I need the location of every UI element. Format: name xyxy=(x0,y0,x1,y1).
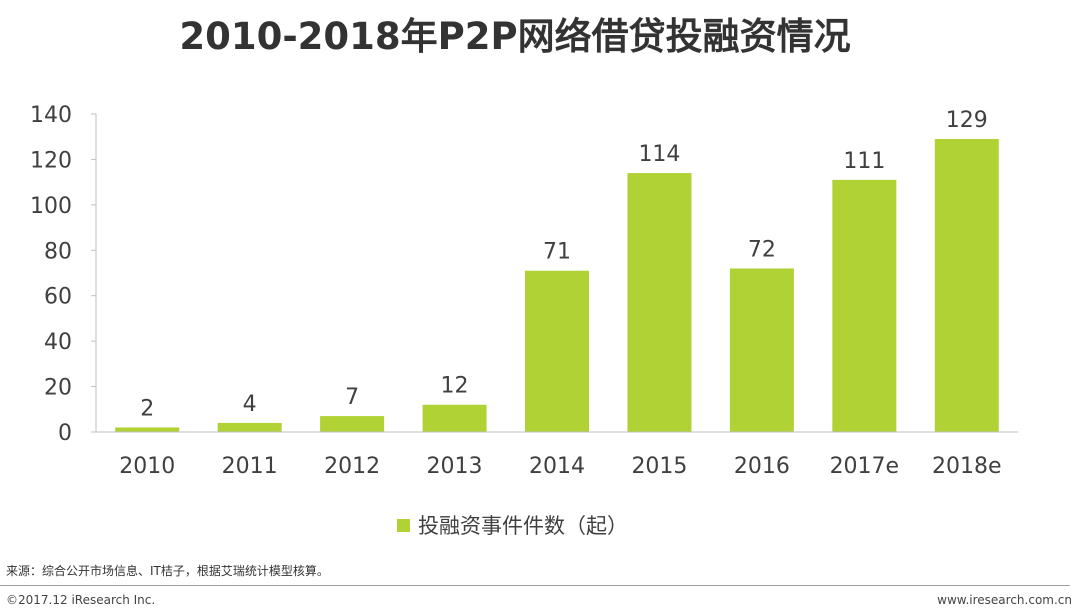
data-label: 129 xyxy=(946,108,988,133)
bar xyxy=(729,268,794,432)
bar xyxy=(320,416,385,432)
bar xyxy=(115,427,180,432)
y-tick-label: 20 xyxy=(44,376,72,401)
website-link[interactable]: www.iresearch.com.cn xyxy=(937,593,1072,607)
legend: 投融资事件件数（起） xyxy=(397,510,628,540)
data-label: 114 xyxy=(638,142,680,167)
data-label: 111 xyxy=(843,149,885,174)
x-tick-label: 2014 xyxy=(529,454,585,479)
x-tick-label: 2018e xyxy=(932,454,1002,479)
bar xyxy=(934,138,999,432)
legend-swatch xyxy=(397,518,410,532)
x-tick-label: 2013 xyxy=(427,454,483,479)
y-tick-label: 0 xyxy=(58,421,72,446)
data-label: 72 xyxy=(748,237,776,262)
data-label: 4 xyxy=(243,392,257,417)
data-label: 7 xyxy=(345,385,359,410)
chart-title: 2010-2018年P2P网络借贷投融资情况 xyxy=(179,15,851,58)
copyright-text: ©2017.12 iResearch Inc. xyxy=(6,593,156,607)
y-tick-label: 60 xyxy=(44,285,72,310)
y-tick-label: 120 xyxy=(30,148,72,173)
bar xyxy=(832,179,897,432)
data-label: 71 xyxy=(543,240,571,265)
x-tick-label: 2017e xyxy=(830,454,900,479)
x-tick-label: 2012 xyxy=(324,454,380,479)
footer-divider xyxy=(0,585,1070,586)
bar xyxy=(525,270,589,432)
data-label: 12 xyxy=(441,374,469,399)
x-tick-label: 2011 xyxy=(222,454,278,479)
y-tick-label: 40 xyxy=(44,330,72,355)
bar xyxy=(627,173,692,433)
x-tick-label: 2015 xyxy=(631,454,687,479)
y-tick-label: 100 xyxy=(30,194,72,219)
y-tick-label: 80 xyxy=(44,239,72,264)
data-label: 2 xyxy=(140,396,154,421)
y-tick-label: 140 xyxy=(30,103,72,128)
source-note: 来源：综合公开市场信息、IT桔子，根据艾瑞统计模型核算。 xyxy=(6,564,329,578)
bar xyxy=(217,422,282,432)
x-tick-label: 2010 xyxy=(119,454,175,479)
bar xyxy=(422,404,487,432)
legend-label: 投融资事件件数（起） xyxy=(418,514,628,538)
x-tick-label: 2016 xyxy=(734,454,790,479)
